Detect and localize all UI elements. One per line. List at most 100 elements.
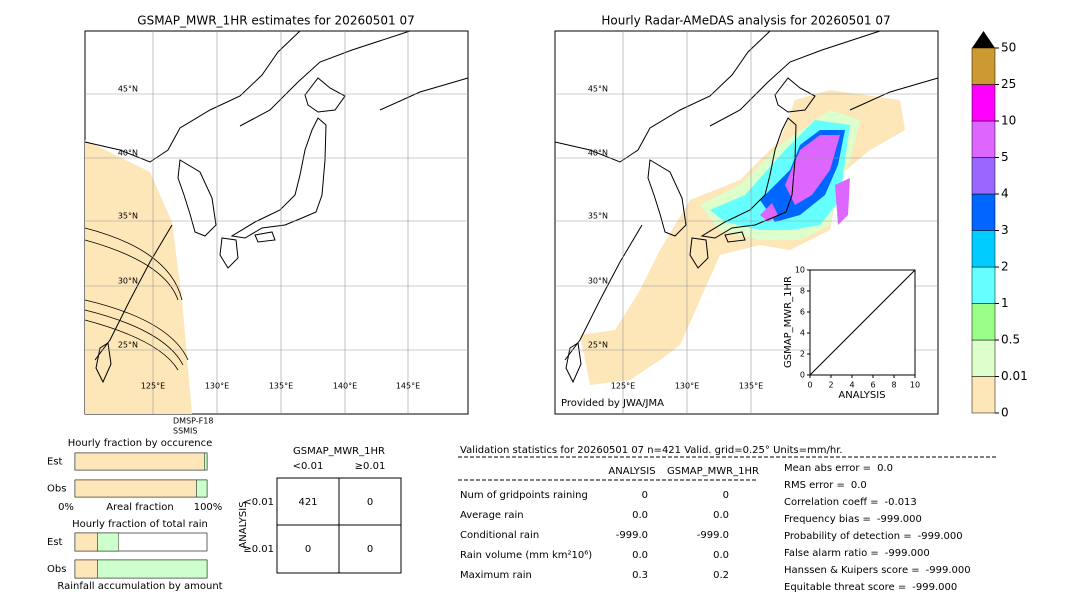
cell: 0.0 <box>632 510 648 521</box>
colorbar-label: 3 <box>1001 223 1009 237</box>
colorbar-segment <box>971 230 996 268</box>
score-label: Equitable threat score = <box>784 582 906 593</box>
panel-title: Hourly fraction by occurence <box>68 438 212 449</box>
score: Mean abs error = 0.0 <box>784 463 893 474</box>
cell: 0.0 <box>713 510 729 521</box>
satellite-label: SSMIS <box>173 427 198 436</box>
lon-label: 125°E <box>141 382 165 391</box>
score: Equitable threat score = -999.000 <box>784 582 957 593</box>
y-tick-label: 10 <box>795 266 805 275</box>
bar-segment <box>74 559 98 579</box>
colorbar-label: 4 <box>1001 187 1009 201</box>
lon-label: 130°E <box>675 382 699 391</box>
lon-label: 125°E <box>611 382 635 391</box>
x-tick-label: 2 <box>828 381 833 390</box>
row-header: ≥0.01 <box>243 544 274 555</box>
y-tick-label: 0 <box>800 371 805 380</box>
colorbar-segment <box>971 193 996 231</box>
lat-label: 40°N <box>588 149 608 158</box>
map-title: GSMAP_MWR_1HR estimates for 20260501 07 <box>137 14 414 28</box>
row-label: Obs <box>47 484 66 495</box>
lon-label: 140°E <box>333 382 357 391</box>
y-tick-label: 6 <box>800 308 805 317</box>
colorbar-label: 10 <box>1001 114 1016 128</box>
axis-label: 100% <box>194 502 223 513</box>
cell: 421 <box>298 497 317 508</box>
score-value: -999.000 <box>918 531 963 542</box>
score-value: -0.013 <box>885 497 917 508</box>
lat-label: 40°N <box>118 149 138 158</box>
cell: 0 <box>305 544 311 555</box>
bar-segment <box>97 532 119 552</box>
bar-segment <box>204 452 208 471</box>
x-tick-label: 0 <box>807 381 812 390</box>
y-tick-label: 2 <box>800 350 805 359</box>
x-tick-label: 8 <box>891 381 896 390</box>
bar-segment <box>74 532 98 552</box>
bar-segment <box>74 479 197 498</box>
colorbar-segment <box>971 339 996 377</box>
cell: 0.3 <box>632 570 648 581</box>
lat-label: 45°N <box>588 85 608 94</box>
colorbar-segment <box>971 303 996 341</box>
score-value: -999.000 <box>926 565 971 576</box>
y-tick-label: 8 <box>800 287 805 296</box>
colorbar-segment <box>971 120 996 158</box>
colorbar-label: 1 <box>1001 296 1009 310</box>
left-map: 45°N 40°N 35°N 30°N 25°N 125°E 130°E 135°E 140°E… <box>84 30 469 415</box>
map-title: Hourly Radar-AMeDAS analysis for 2026050… <box>601 14 890 28</box>
lat-label: 25°N <box>588 341 608 350</box>
cell: 0.0 <box>713 550 729 561</box>
score-label: Mean abs error = <box>784 463 871 474</box>
colorbar-extend <box>972 31 995 48</box>
bar-segment <box>74 452 205 471</box>
cell: 0 <box>367 497 373 508</box>
lat-label: 30°N <box>588 277 608 286</box>
lon-label: 145°E <box>396 382 420 391</box>
score-label: Correlation coeff = <box>784 497 879 508</box>
lon-label: 130°E <box>205 382 229 391</box>
bar-segment <box>196 479 208 498</box>
col-header: ANALYSIS <box>608 466 655 477</box>
table-title: GSMAP_MWR_1HR <box>293 446 385 457</box>
score: RMS error = 0.0 <box>784 480 867 491</box>
score-label: Probability of detection = <box>784 531 912 542</box>
row-label: Est <box>47 457 63 468</box>
colorbar-label: 25 <box>1001 77 1016 91</box>
colorbar-segment <box>971 47 996 85</box>
lat-label: 35°N <box>118 212 138 221</box>
score-label: Hanssen & Kuipers score = <box>784 565 920 576</box>
axis-label: 0% <box>58 502 74 513</box>
cell: -999.0 <box>697 530 729 541</box>
satellite-label: DMSP-F18 <box>173 417 213 426</box>
y-tick-label: 4 <box>800 329 805 338</box>
col-header: GSMAP_MWR_1HR <box>667 466 759 477</box>
score-value: -999.000 <box>912 582 957 593</box>
lat-label: 45°N <box>118 85 138 94</box>
score: False alarm ratio = -999.000 <box>784 548 930 559</box>
col-header: ≥0.01 <box>355 461 386 472</box>
bar-segment <box>97 559 208 579</box>
cell: -999.0 <box>616 530 648 541</box>
colorbar-label: 5 <box>1001 150 1009 164</box>
lon-label: 135°E <box>739 382 763 391</box>
x-tick-label: 6 <box>870 381 875 390</box>
panel-title: Hourly fraction of total rain <box>72 519 208 530</box>
colorbar-label: 0.5 <box>1001 333 1020 347</box>
axis-label: Areal fraction <box>106 502 173 513</box>
lat-label: 35°N <box>588 212 608 221</box>
cell: 0.0 <box>632 550 648 561</box>
cell: 0 <box>723 490 729 501</box>
score-value: -999.000 <box>885 548 930 559</box>
validation-header: Validation statistics for 20260501 07 n=… <box>460 445 843 456</box>
row-label: Est <box>47 537 63 548</box>
score: Frequency bias = -999.000 <box>784 514 922 525</box>
colorbar-label: 2 <box>1001 260 1009 274</box>
score-value: 0.0 <box>851 480 867 491</box>
score-label: False alarm ratio = <box>784 548 879 559</box>
axis-label: Rainfall accumulation by amount <box>57 581 222 592</box>
colorbar-segment <box>971 84 996 122</box>
x-tick-label: 10 <box>910 381 920 390</box>
col-header: <0.01 <box>293 461 324 472</box>
